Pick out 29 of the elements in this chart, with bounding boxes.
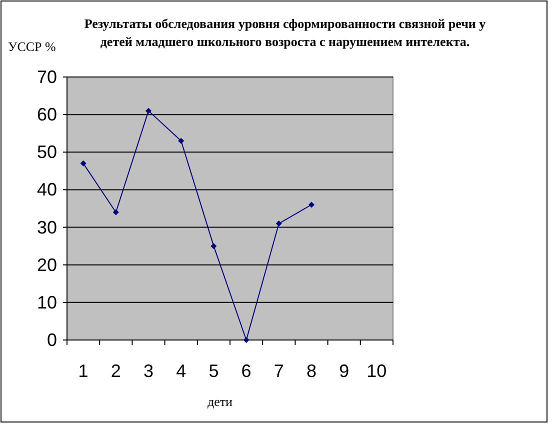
x-tick-label: 3 <box>143 361 154 381</box>
y-tick-label: 60 <box>36 104 57 125</box>
y-tick-label: 40 <box>36 180 57 200</box>
y-tick-label: 30 <box>36 217 57 238</box>
y-tick-label: 20 <box>36 254 57 275</box>
point <box>80 160 86 166</box>
x-axis-title: дети <box>207 394 233 409</box>
x-tick-label: 2 <box>110 361 121 381</box>
x-tick-label: 1 <box>78 361 88 381</box>
y-tick-label: 0 <box>46 330 57 350</box>
point <box>112 209 119 216</box>
point <box>210 243 217 250</box>
x-tick-label: 5 <box>208 361 219 381</box>
y-tick-label: 10 <box>36 292 57 312</box>
x-tick-label: 9 <box>339 361 350 381</box>
x-tick-label: 6 <box>241 361 252 381</box>
point <box>276 220 282 227</box>
y-axis-title: УССР % <box>8 39 56 54</box>
point <box>243 337 250 343</box>
point <box>178 138 184 144</box>
y-tick-label: 70 <box>36 67 57 87</box>
chart-title: Результаты обследования уровня сформированности связной речи у детей младшего школьного возроста с нарушением интелекта. <box>84 16 486 49</box>
point <box>308 202 314 208</box>
y-tick-label: 50 <box>36 142 57 162</box>
x-tick-label: 7 <box>274 361 284 381</box>
x-tick-label: 10 <box>366 361 387 381</box>
x-tick-label: 8 <box>306 361 317 381</box>
point <box>146 108 152 114</box>
x-tick-label: 4 <box>176 361 186 381</box>
